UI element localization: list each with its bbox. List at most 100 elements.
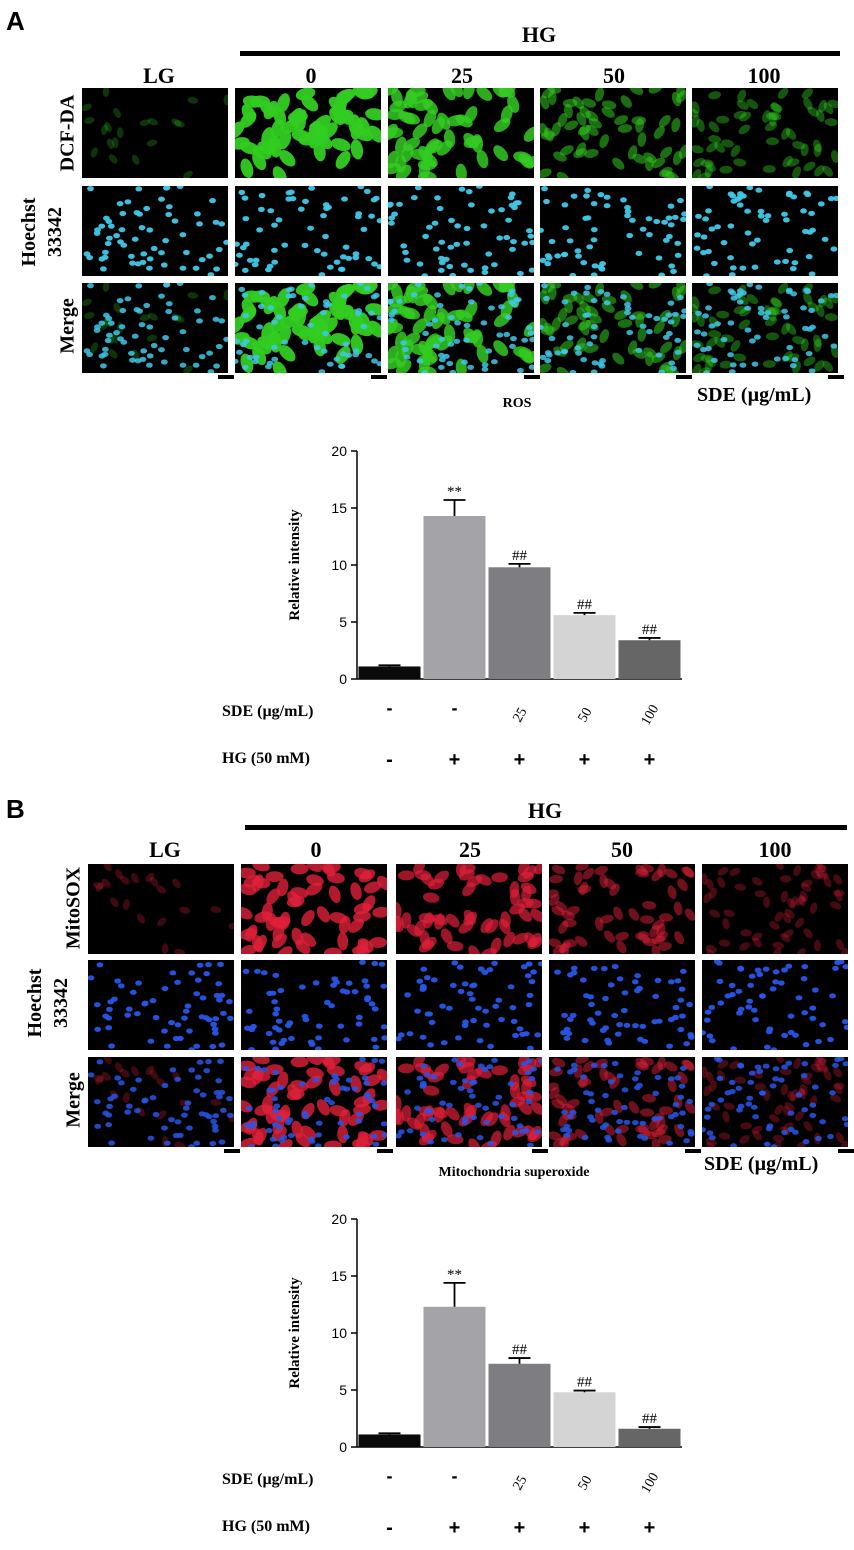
figure-caption: ROS: [502, 396, 532, 411]
micrograph-probe-3: [540, 88, 686, 178]
micrograph-nucleus-0: [88, 960, 234, 1050]
micrograph-merge-1: [241, 1057, 387, 1147]
hg-row-value: -: [386, 1517, 393, 1539]
scale-bar: [224, 1149, 240, 1153]
column-label-lg: LG: [143, 63, 175, 88]
sde-row-value: -: [387, 1466, 393, 1486]
hg-bracket-line: [240, 51, 840, 56]
scale-bar: [676, 375, 692, 379]
sde-row-label: SDE (µg/mL): [222, 703, 313, 720]
micrograph-probe-1: [241, 864, 387, 954]
column-label-50: 50: [611, 837, 633, 862]
bar: [488, 1363, 551, 1447]
y-tick-label: 0: [339, 671, 347, 687]
y-tick-label: 0: [339, 1439, 347, 1455]
hg-row-value: +: [644, 1517, 656, 1539]
micrograph-probe-3: [549, 864, 695, 954]
y-tick-label: 10: [331, 1325, 347, 1341]
y-tick-label: 10: [331, 557, 347, 573]
hg-row-value: +: [514, 1517, 526, 1539]
column-label-0: 0: [310, 837, 322, 862]
y-axis-label: Relative intensity: [287, 1277, 303, 1389]
sde-row-value: -: [452, 1466, 458, 1486]
sde-row-value: 25: [510, 705, 530, 725]
micrograph-probe-4: [692, 88, 838, 178]
significance-mark: **: [447, 484, 462, 500]
panel-a: A HG LG 0 25 50 100 DCF-DA Hoechst 33342…: [0, 6, 854, 775]
micrograph-merge-0: [82, 283, 228, 373]
sde-row-value: 100: [639, 1470, 662, 1496]
figure-caption: Mitochondria superoxide: [438, 1165, 590, 1180]
sde-row-value: 50: [575, 705, 595, 725]
hg-bracket-line: [245, 825, 847, 830]
y-tick-label: 5: [339, 614, 347, 630]
hg-group-label: HG: [527, 798, 563, 823]
sde-row-value: -: [452, 698, 458, 718]
sde-unit-label: SDE (µg/mL): [704, 1153, 819, 1175]
significance-mark: ##: [642, 1411, 658, 1427]
significance-mark: ##: [512, 1342, 528, 1358]
hg-group-label: HG: [521, 22, 557, 47]
sde-row-label: SDE (µg/mL): [222, 1471, 313, 1488]
sde-row-value: 100: [639, 702, 662, 728]
row-label-nucleus: Hoechst 33342: [24, 968, 72, 1038]
significance-mark: **: [447, 1267, 462, 1283]
micrograph-probe-0: [88, 864, 234, 954]
hg-row-value: +: [579, 749, 591, 771]
bar: [358, 666, 421, 679]
micrograph-nucleus-0: [82, 186, 228, 276]
column-label-0: 0: [305, 63, 317, 88]
micrograph-nucleus-2: [388, 186, 534, 276]
micrograph-probe-1: [235, 88, 381, 178]
bar: [618, 1428, 681, 1447]
significance-mark: ##: [642, 622, 658, 638]
micrograph-nucleus-4: [702, 960, 848, 1050]
bar: [553, 1392, 616, 1447]
significance-mark: ##: [577, 1375, 593, 1391]
y-tick-label: 20: [331, 443, 347, 459]
hg-row-value: +: [579, 1517, 591, 1539]
micrograph-merge-2: [396, 1057, 542, 1147]
scale-bar: [685, 1149, 701, 1153]
column-label-50: 50: [603, 63, 625, 88]
row-label-merge: Merge: [62, 1072, 85, 1128]
micrograph-nucleus-3: [540, 186, 686, 276]
bar-chart: 0 5 10 15 20 Relative intensity - - ** - + ## 25 + ## 5…: [0, 440, 854, 775]
micrograph-merge-2: [388, 283, 534, 373]
micrograph-nucleus-3: [549, 960, 695, 1050]
sde-row-value: -: [387, 698, 393, 718]
column-label-25: 25: [459, 837, 481, 862]
micrograph-nucleus-2: [396, 960, 542, 1050]
hg-row-label: HG (50 mM): [222, 750, 310, 767]
significance-mark: ##: [512, 548, 528, 564]
row-label-nucleus: Hoechst 33342: [18, 197, 66, 267]
y-axis-label: Relative intensity: [287, 509, 303, 621]
scale-bar: [524, 375, 540, 379]
column-label-lg: LG: [149, 837, 181, 862]
bar-chart-svg: 0 5 10 15 20 Relative intensity - - ** - + ## 25 + ## 5…: [222, 443, 682, 771]
panel-label: B: [6, 794, 25, 824]
micrograph-nucleus-4: [692, 186, 838, 276]
sde-row-value: 50: [575, 1473, 595, 1493]
micrograph-merge-4: [702, 1057, 848, 1147]
sde-row-value: 25: [510, 1473, 530, 1493]
row-label-probe: DCF-DA: [56, 94, 79, 172]
row-label-merge: Merge: [56, 298, 79, 354]
y-tick-label: 15: [331, 1268, 347, 1284]
micrograph-merge-1: [235, 283, 381, 373]
hg-row-label: HG (50 mM): [222, 1518, 310, 1535]
row-label-probe: MitoSOX: [62, 866, 85, 950]
scale-bar: [838, 1149, 854, 1153]
hg-row-value: +: [449, 1517, 461, 1539]
bar: [553, 615, 616, 679]
bar-chart-svg: 0 5 10 15 20 Relative intensity - - ** - + ## 25 + ## 5…: [222, 1211, 682, 1539]
y-tick-label: 20: [331, 1211, 347, 1227]
micrograph-merge-4: [692, 283, 838, 373]
bar-chart: 0 5 10 15 20 Relative intensity - - ** - + ## 25 + ## 5…: [0, 1208, 854, 1550]
y-tick-label: 5: [339, 1382, 347, 1398]
hg-row-value: +: [449, 749, 461, 771]
micrograph-merge-0: [88, 1057, 234, 1147]
micrograph-nucleus-1: [241, 960, 387, 1050]
hg-row-value: +: [644, 749, 656, 771]
bar: [618, 640, 681, 679]
